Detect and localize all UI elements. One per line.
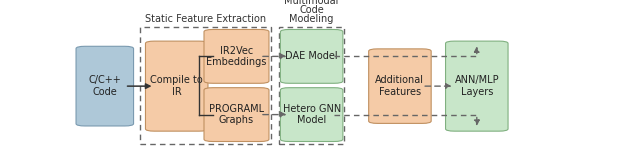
Text: Additional
Features: Additional Features [376, 75, 424, 97]
Text: ANN/MLP
Layers: ANN/MLP Layers [454, 75, 499, 97]
FancyBboxPatch shape [145, 41, 208, 131]
Text: Modeling: Modeling [289, 14, 334, 24]
Text: PROGRAML
Graphs: PROGRAML Graphs [209, 104, 264, 125]
FancyBboxPatch shape [204, 88, 269, 141]
FancyBboxPatch shape [369, 49, 431, 123]
FancyBboxPatch shape [76, 46, 134, 126]
Text: Code: Code [300, 5, 324, 15]
Text: Multimodal: Multimodal [284, 0, 339, 6]
Text: DAE Model: DAE Model [285, 51, 338, 61]
FancyBboxPatch shape [280, 88, 343, 141]
Text: Static Feature Extraction: Static Feature Extraction [145, 14, 266, 24]
Text: Compile to
IR: Compile to IR [150, 75, 203, 97]
Text: Hetero GNN
Model: Hetero GNN Model [282, 104, 340, 125]
Text: IR2Vec
Embeddings: IR2Vec Embeddings [206, 46, 267, 67]
FancyBboxPatch shape [204, 29, 269, 83]
FancyBboxPatch shape [445, 41, 508, 131]
Text: C/C++
Code: C/C++ Code [88, 75, 121, 97]
FancyBboxPatch shape [280, 29, 343, 83]
